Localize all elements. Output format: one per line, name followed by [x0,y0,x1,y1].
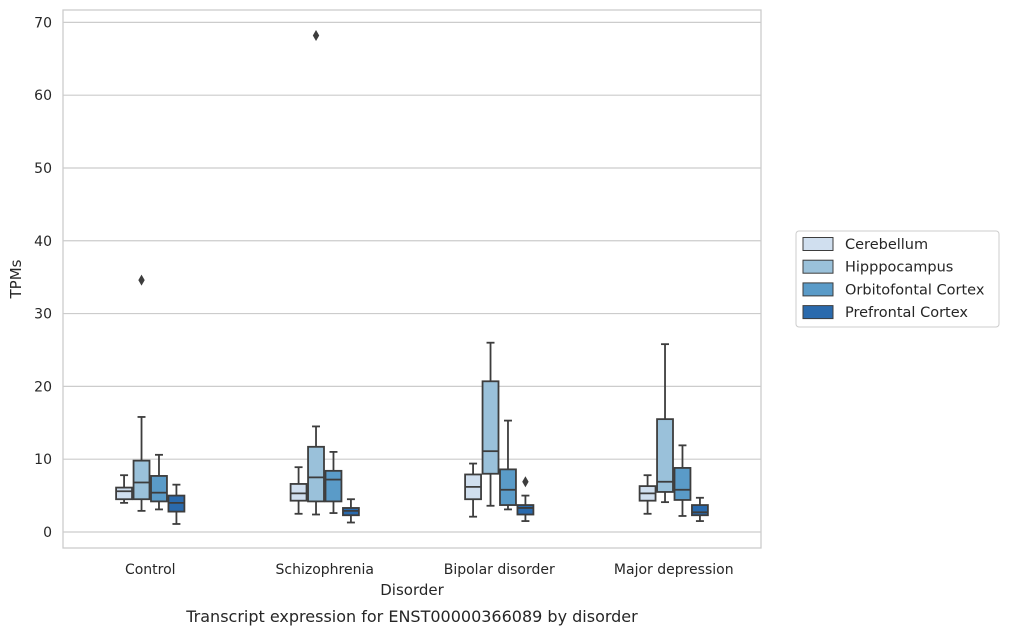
legend-item: Prefrontal Cortex [802,305,968,321]
box-body [307,445,325,503]
x-tick-label: Schizophrenia [276,562,374,578]
y-tick-label: 30 [34,307,52,323]
box-2-1 [324,451,343,514]
box-3-1 [342,498,360,524]
box-body [499,468,517,506]
box-2-3 [673,444,692,517]
y-tick-label: 0 [43,525,52,541]
y-tick-label: 40 [34,234,52,250]
legend-swatch [802,282,834,297]
box-body [289,483,308,502]
legend-label: Orbitofontal Cortex [845,282,985,298]
box-1-3 [656,343,674,504]
box-3-0 [167,483,186,525]
y-tick-labels: 0 10 20 30 40 50 60 70 [34,15,52,541]
box-body [673,467,692,501]
legend-frame [795,230,1000,328]
legend-item: Cerebellum [802,237,928,253]
box-3-3 [691,496,709,522]
box-body [691,504,709,517]
legend-label: Cerebellum [845,237,928,253]
box-0-3 [638,474,657,515]
legend-label: Prefrontal Cortex [845,305,968,321]
x-tick-label: Control [125,562,176,578]
y-tick-label: 50 [34,161,52,177]
box-0-1 [289,466,308,515]
y-tick-label: 10 [34,452,52,468]
y-tick-label: 70 [34,15,52,31]
x-tick-labels: Control Schizophrenia Bipolar disorder Majo… [125,562,734,578]
box-body [656,418,674,493]
box-body [115,486,133,501]
outlier-point [312,29,320,41]
box-0-0 [115,474,133,504]
box-body [516,504,535,516]
x-axis-label: Disorder [380,581,444,599]
box-1-0 [132,274,151,512]
box-body [150,475,168,503]
legend-swatch [802,305,834,320]
legend-item: Hipppocampus [802,259,953,276]
legend-label: Hipppocampus [845,260,953,276]
legend: Cerebellum Hipppocampus Orbitofontal Corte… [795,230,1000,328]
legend-swatch [802,259,834,274]
y-tick-label: 60 [34,88,52,104]
x-tick-label: Major depression [614,562,734,578]
grid-lines [63,21,761,533]
box-body [132,459,151,501]
outlier-point [522,476,529,488]
outlier-point [138,274,145,286]
box-2-0 [150,453,168,511]
box-body [324,469,343,503]
chart-caption: Transcript expression for ENST0000036608… [185,607,638,626]
legend-swatch [802,237,834,251]
legend-item: Orbitofontal Cortex [802,282,985,298]
box-1-1 [307,29,325,516]
x-tick-label: Bipolar disorder [444,562,555,578]
plot-background [63,10,761,548]
box-1-2 [481,341,500,507]
y-tick-label: 20 [34,379,52,395]
box-3-2 [516,476,535,522]
box-2-2 [499,419,517,511]
box-0-2 [464,462,482,518]
box-groups [115,29,709,525]
plot-frame [62,9,762,549]
box-body [481,380,500,475]
y-axis-label: TPMs [7,259,25,299]
